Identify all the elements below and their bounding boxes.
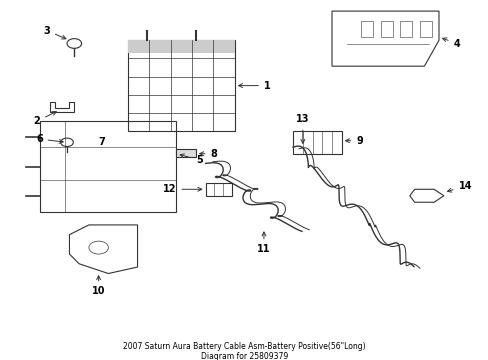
Bar xyxy=(380,21,392,37)
Text: 12: 12 xyxy=(163,184,202,194)
Text: 11: 11 xyxy=(257,232,270,255)
Text: 5: 5 xyxy=(180,154,202,165)
Text: 14: 14 xyxy=(447,181,471,192)
Bar xyxy=(205,183,232,196)
Text: 1: 1 xyxy=(238,81,270,91)
Text: 8: 8 xyxy=(199,149,217,159)
Bar xyxy=(127,40,234,131)
Text: 3: 3 xyxy=(43,26,66,39)
Text: 10: 10 xyxy=(92,276,105,297)
Bar xyxy=(419,21,431,37)
Bar xyxy=(127,40,234,53)
Text: 2007 Saturn Aura Battery Cable Asm-Battery Positive(56"Long)
Diagram for 2580937: 2007 Saturn Aura Battery Cable Asm-Batte… xyxy=(123,342,365,360)
Bar xyxy=(176,149,196,157)
Bar xyxy=(361,21,372,37)
Bar xyxy=(399,21,411,37)
Text: 7: 7 xyxy=(99,137,105,147)
Bar xyxy=(40,121,176,212)
Text: 4: 4 xyxy=(442,38,459,49)
Text: 9: 9 xyxy=(345,136,362,146)
Text: 13: 13 xyxy=(296,114,309,143)
Text: 2: 2 xyxy=(34,112,56,126)
Text: 6: 6 xyxy=(36,134,63,144)
Bar xyxy=(292,131,341,154)
